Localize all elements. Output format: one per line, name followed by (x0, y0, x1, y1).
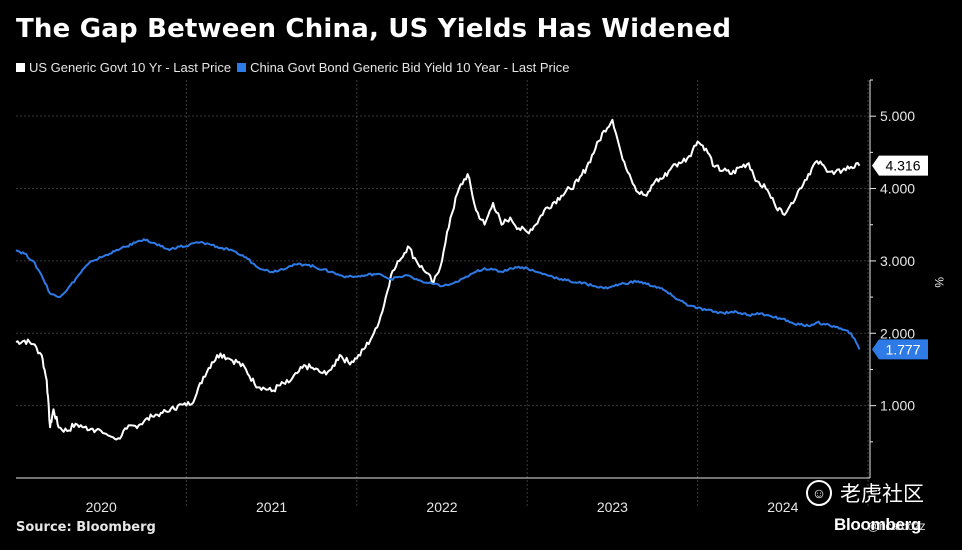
china-last-value-label: 1.777 (885, 341, 920, 357)
y-axis-unit-label: % (932, 277, 946, 288)
watermark-text: 老虎社区 (840, 483, 924, 506)
brand-name: Bloomberg (834, 515, 922, 534)
y-tick-label: 2.000 (880, 325, 915, 341)
legend-label-china: China Govt Bond Generic Bid Yield 10 Yea… (250, 60, 570, 75)
series-lines (15, 118, 861, 441)
legend-swatch-us (16, 63, 25, 72)
legend: US Generic Govt 10 Yr - Last Price China… (16, 60, 575, 75)
x-tick-label: 2023 (597, 499, 628, 515)
y-axis: 1.000 2.000 3.000 4.000 5.000% (869, 79, 946, 478)
y-tick-label: 3.000 (880, 253, 915, 269)
watermark-logo-icon: ☺ (806, 480, 832, 506)
china-last-value-badge (872, 339, 928, 360)
source-note: Source: Bloomberg (16, 520, 156, 535)
us-last-value-badge (872, 155, 928, 176)
y-tick-label: 4.000 (880, 181, 915, 197)
china-yield-line (15, 238, 861, 350)
x-tick-label: 2022 (426, 499, 457, 515)
x-tick-label: 2021 (256, 499, 287, 515)
us-yield-line (15, 118, 861, 441)
x-tick-label: 2020 (86, 499, 117, 515)
legend-swatch-china (237, 63, 247, 72)
last-value-labels: 4.316 1.777 (872, 155, 928, 360)
brand-label: Bloomberg @ricardozz (834, 515, 926, 535)
watermark-handle: @ricardozz (867, 519, 926, 533)
legend-item-china: China Govt Bond Generic Bid Yield 10 Yea… (237, 60, 569, 75)
legend-label-us: US Generic Govt 10 Yr - Last Price (29, 60, 232, 75)
x-tick-label: 2024 (767, 499, 798, 515)
chart-title: The Gap Between China, US Yields Has Wid… (16, 14, 732, 44)
legend-item-us: US Generic Govt 10 Yr - Last Price (16, 60, 231, 75)
y-tick-label: 5.000 (880, 108, 915, 124)
watermark: ☺ 老虎社区 (806, 478, 924, 508)
gridlines (16, 80, 870, 508)
x-axis: 2020 2021 2022 2023 2024 (16, 477, 870, 515)
y-tick-label: 1.000 (880, 398, 915, 414)
us-last-value-label: 4.316 (885, 158, 920, 174)
